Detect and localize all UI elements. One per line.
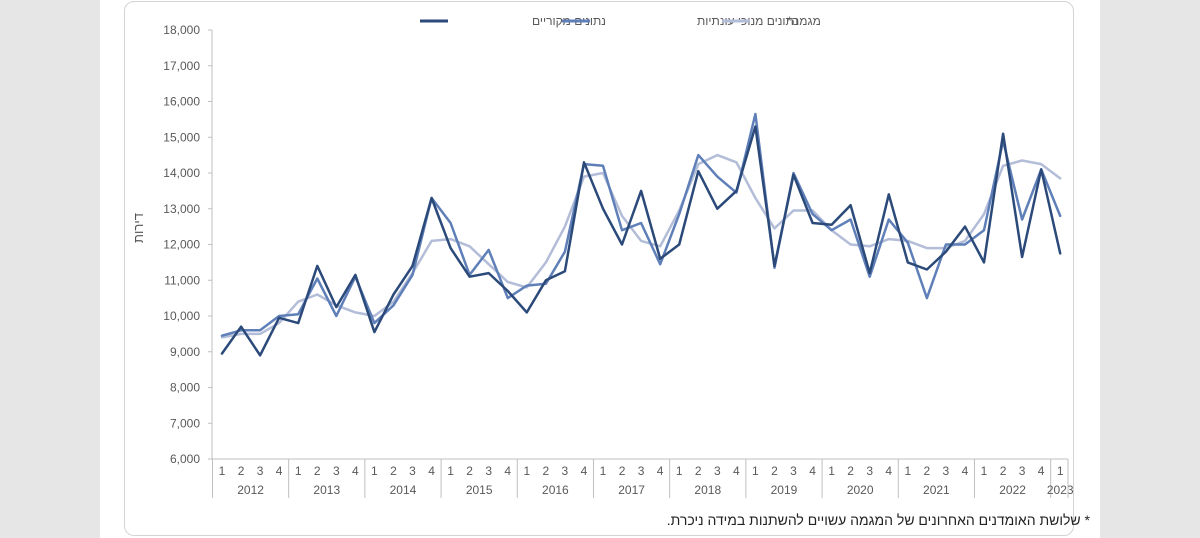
year-label: 2020 <box>847 483 874 497</box>
x-tick-label: 1 <box>752 464 759 478</box>
y-tick-label: 11,000 <box>164 273 200 287</box>
x-tick-label: 3 <box>1019 464 1026 478</box>
x-tick-label: 4 <box>276 464 283 478</box>
x-tick-label: 1 <box>1057 464 1064 478</box>
y-tick-label: 12,000 <box>163 238 200 252</box>
x-tick-label: 1 <box>676 464 683 478</box>
x-tick-label: 4 <box>581 464 588 478</box>
y-tick-label: 7,000 <box>170 416 200 430</box>
series-lines <box>220 112 1062 357</box>
series-line-0 <box>220 125 1062 357</box>
y-tick-label: 6,000 <box>170 452 200 466</box>
x-tick-label: 2 <box>771 464 778 478</box>
x-tick-label: 4 <box>1038 464 1045 478</box>
x-tick-label: 1 <box>828 464 835 478</box>
x-tick-label: 2 <box>466 464 473 478</box>
x-tick-label: 4 <box>352 464 359 478</box>
x-tick-label: 2 <box>695 464 702 478</box>
x-tick-label: 4 <box>885 464 892 478</box>
year-label: 2021 <box>923 483 950 497</box>
y-tick-label: 15,000 <box>163 130 200 144</box>
x-tick-label: 4 <box>657 464 664 478</box>
x-tick-label: 3 <box>562 464 569 478</box>
x-tick-label: 1 <box>371 464 378 478</box>
x-tick-label: 2 <box>314 464 321 478</box>
year-label: 2016 <box>542 483 569 497</box>
y-tick-label: 14,000 <box>163 166 200 180</box>
x-tick-label: 2 <box>1000 464 1007 478</box>
year-label: 2022 <box>999 483 1026 497</box>
x-tick-label: 3 <box>790 464 797 478</box>
y-tick-label: 10,000 <box>163 309 200 323</box>
x-tick-label: 3 <box>943 464 950 478</box>
series-line-1 <box>220 112 1062 337</box>
y-tick-label: 17,000 <box>163 59 200 73</box>
axes <box>208 29 1068 460</box>
series-line-2 <box>220 153 1062 339</box>
x-tick-label: 4 <box>962 464 969 478</box>
y-tick-label: 16,000 <box>163 95 200 109</box>
x-tick-label: 3 <box>866 464 873 478</box>
x-tick-label: 4 <box>504 464 511 478</box>
x-tick-label: 1 <box>904 464 911 478</box>
x-tick-label: 2 <box>543 464 550 478</box>
year-label: 2023 <box>1047 483 1074 497</box>
year-label: 2015 <box>466 483 493 497</box>
x-tick-label: 4 <box>733 464 740 478</box>
x-tick-label: 3 <box>714 464 721 478</box>
x-tick-label: 3 <box>638 464 645 478</box>
x-tick-label: 3 <box>409 464 416 478</box>
x-tick-label: 2 <box>390 464 397 478</box>
year-label: 2013 <box>313 483 340 497</box>
x-tick-label: 1 <box>600 464 607 478</box>
x-tick-label: 1 <box>523 464 530 478</box>
x-tick-label: 1 <box>981 464 988 478</box>
x-tick-label: 1 <box>447 464 454 478</box>
y-tick-labels: 6,000 7,000 8,000 9,000 10,000 11,000 12,000 13… <box>163 23 200 466</box>
x-tick-label: 2 <box>924 464 931 478</box>
x-tick-label: 3 <box>333 464 340 478</box>
x-tick-label: 2 <box>238 464 245 478</box>
y-axis-label: דירות <box>131 213 146 243</box>
y-tick-label: 8,000 <box>170 381 200 395</box>
x-tick-label: 1 <box>219 464 226 478</box>
x-tick-label: 1 <box>295 464 302 478</box>
year-label: 2019 <box>771 483 798 497</box>
x-tick-label: 2 <box>619 464 626 478</box>
year-label: 2017 <box>618 483 645 497</box>
y-tick-label: 18,000 <box>163 23 200 37</box>
year-label: 2012 <box>237 483 264 497</box>
x-tick-label: 2 <box>847 464 854 478</box>
legend-label: מגמה* <box>787 14 821 28</box>
x-tick-label: 4 <box>809 464 816 478</box>
x-tick-label: 4 <box>428 464 435 478</box>
year-label: 2014 <box>390 483 417 497</box>
x-tick-label: 3 <box>485 464 492 478</box>
y-tick-label: 9,000 <box>170 345 200 359</box>
footnote: * שלושת האומדנים האחרונים של המגמה עשויי… <box>666 512 1090 528</box>
y-tick-label: 13,000 <box>163 202 200 216</box>
x-tick-label: 3 <box>257 464 264 478</box>
year-label: 2018 <box>694 483 721 497</box>
